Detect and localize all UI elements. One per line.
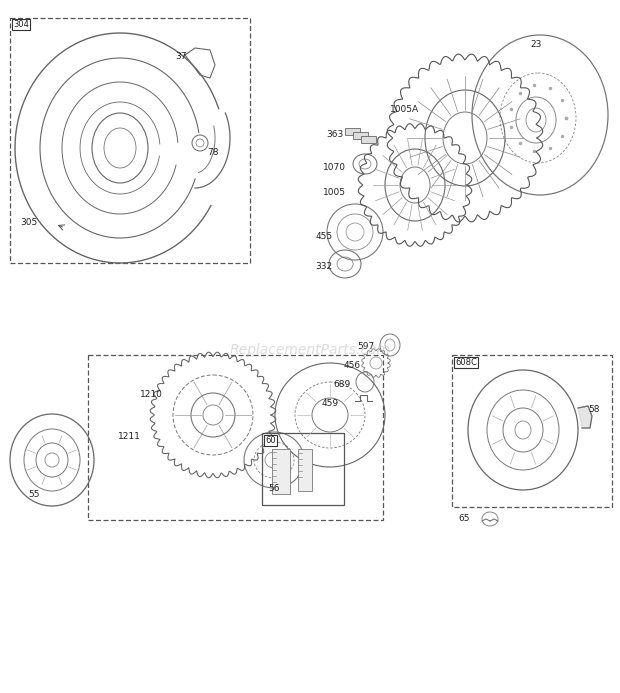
Polygon shape (578, 406, 592, 428)
Text: 689: 689 (333, 380, 350, 389)
Bar (10, 18, 250, 263)
Text: 23: 23 (530, 40, 541, 49)
Text: 1005A: 1005A (390, 105, 419, 114)
Bar (298, 449, 312, 491)
Bar (345, 128, 360, 135)
Text: 459: 459 (322, 399, 339, 408)
Text: 1070: 1070 (323, 163, 346, 172)
Text: 455: 455 (316, 232, 333, 241)
Text: 1210: 1210 (140, 390, 163, 399)
Text: 597: 597 (357, 342, 374, 351)
Text: 608C: 608C (455, 358, 477, 367)
Text: 363: 363 (326, 130, 343, 139)
Text: 304: 304 (13, 20, 29, 29)
Text: 332: 332 (315, 262, 332, 271)
Text: ReplacementParts.com: ReplacementParts.com (229, 343, 391, 357)
Text: 456: 456 (344, 361, 361, 370)
Bar (353, 132, 368, 139)
Bar (272, 449, 290, 494)
Text: 56: 56 (268, 484, 280, 493)
Text: 1005: 1005 (323, 188, 346, 197)
Bar (88, 355, 383, 520)
Text: 305: 305 (20, 218, 37, 227)
Text: 60: 60 (265, 436, 276, 445)
Bar (262, 433, 344, 505)
Text: 55: 55 (28, 490, 40, 499)
Bar (452, 355, 612, 507)
Text: 37: 37 (175, 52, 187, 61)
Text: 58: 58 (588, 405, 600, 414)
Bar (361, 136, 376, 143)
Text: 1211: 1211 (118, 432, 141, 441)
Text: 65: 65 (458, 514, 469, 523)
Text: 78: 78 (207, 148, 218, 157)
